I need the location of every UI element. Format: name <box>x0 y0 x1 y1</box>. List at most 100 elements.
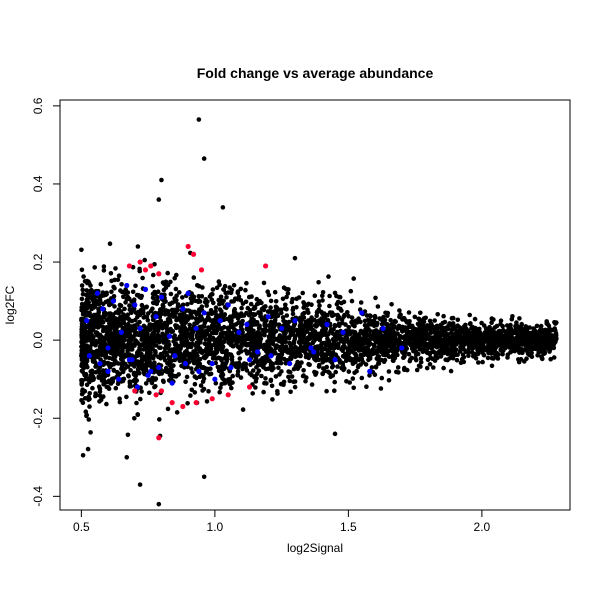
highlight-point <box>190 251 197 257</box>
data-point <box>432 318 438 323</box>
data-point <box>367 332 373 338</box>
data-point <box>166 312 171 317</box>
data-point <box>460 338 466 343</box>
data-point <box>89 295 94 301</box>
data-point <box>554 320 559 325</box>
data-point <box>450 326 456 332</box>
data-point <box>282 332 288 337</box>
highlight-point <box>332 357 338 363</box>
data-point <box>89 336 94 342</box>
data-point <box>138 353 144 359</box>
data-point <box>168 279 173 285</box>
data-point <box>159 308 165 314</box>
data-point <box>243 348 248 353</box>
data-point <box>167 367 173 373</box>
data-point <box>340 353 346 359</box>
data-point <box>375 320 380 326</box>
data-point <box>348 330 353 336</box>
data-point <box>394 369 399 375</box>
data-point <box>281 318 286 324</box>
data-point <box>509 316 515 322</box>
data-point <box>217 335 222 340</box>
data-point <box>253 319 258 325</box>
data-point <box>283 361 289 366</box>
data-point <box>531 326 537 332</box>
data-point <box>163 339 168 344</box>
highlight-point <box>292 318 298 324</box>
data-point <box>178 336 184 342</box>
data-point <box>312 338 317 343</box>
data-point <box>297 352 302 357</box>
data-point <box>513 323 518 329</box>
data-point <box>80 352 85 357</box>
data-point <box>129 310 134 316</box>
data-point <box>207 371 212 377</box>
data-point <box>196 311 201 316</box>
data-point <box>86 279 91 285</box>
data-point <box>107 327 113 333</box>
data-point <box>288 333 293 338</box>
data-point <box>226 290 231 295</box>
data-point <box>335 364 340 369</box>
data-point <box>218 385 223 391</box>
data-point <box>90 385 95 391</box>
data-point <box>165 270 170 276</box>
data-point <box>158 321 163 327</box>
data-point <box>376 358 382 363</box>
data-point <box>214 285 220 291</box>
data-point <box>368 313 374 319</box>
data-point <box>389 302 394 307</box>
data-point <box>377 316 383 321</box>
data-point <box>262 321 268 326</box>
data-point <box>189 298 195 304</box>
data-point <box>346 369 352 374</box>
x-tick-label: 2.0 <box>474 520 491 534</box>
data-point <box>83 376 88 382</box>
data-point <box>117 340 123 346</box>
highlight-point <box>324 321 330 328</box>
data-point <box>341 345 347 351</box>
data-point <box>176 372 181 377</box>
data-point <box>454 357 460 363</box>
data-point <box>379 375 385 381</box>
data-point <box>182 343 187 348</box>
data-point <box>262 380 267 386</box>
data-point <box>223 331 229 337</box>
data-point <box>395 365 401 370</box>
data-point <box>197 349 202 354</box>
data-point <box>118 309 124 314</box>
data-point <box>424 328 429 333</box>
data-point <box>124 394 129 400</box>
data-point <box>131 378 136 384</box>
data-point <box>373 364 379 370</box>
data-point <box>157 417 162 422</box>
data-point <box>157 335 163 340</box>
data-point <box>527 325 532 330</box>
data-point <box>333 352 339 358</box>
data-point <box>85 313 90 318</box>
data-point <box>150 317 156 323</box>
data-point <box>106 386 112 392</box>
highlight-point <box>236 329 242 335</box>
data-point <box>282 356 287 362</box>
data-point <box>168 291 174 297</box>
data-point <box>138 342 144 348</box>
data-point <box>266 335 272 340</box>
data-point <box>322 346 327 352</box>
data-point <box>500 348 506 354</box>
data-point <box>280 296 286 302</box>
data-point <box>189 315 195 320</box>
highlight-point <box>156 364 162 371</box>
data-point <box>269 326 274 332</box>
data-point <box>498 318 504 324</box>
data-point <box>157 371 162 377</box>
data-point <box>115 277 121 283</box>
data-point <box>401 315 407 321</box>
data-point <box>132 343 137 348</box>
data-point <box>331 312 337 318</box>
highlight-point <box>212 376 218 382</box>
data-point <box>269 348 275 353</box>
data-point <box>167 372 173 378</box>
data-point <box>345 310 350 315</box>
data-point <box>384 328 390 333</box>
